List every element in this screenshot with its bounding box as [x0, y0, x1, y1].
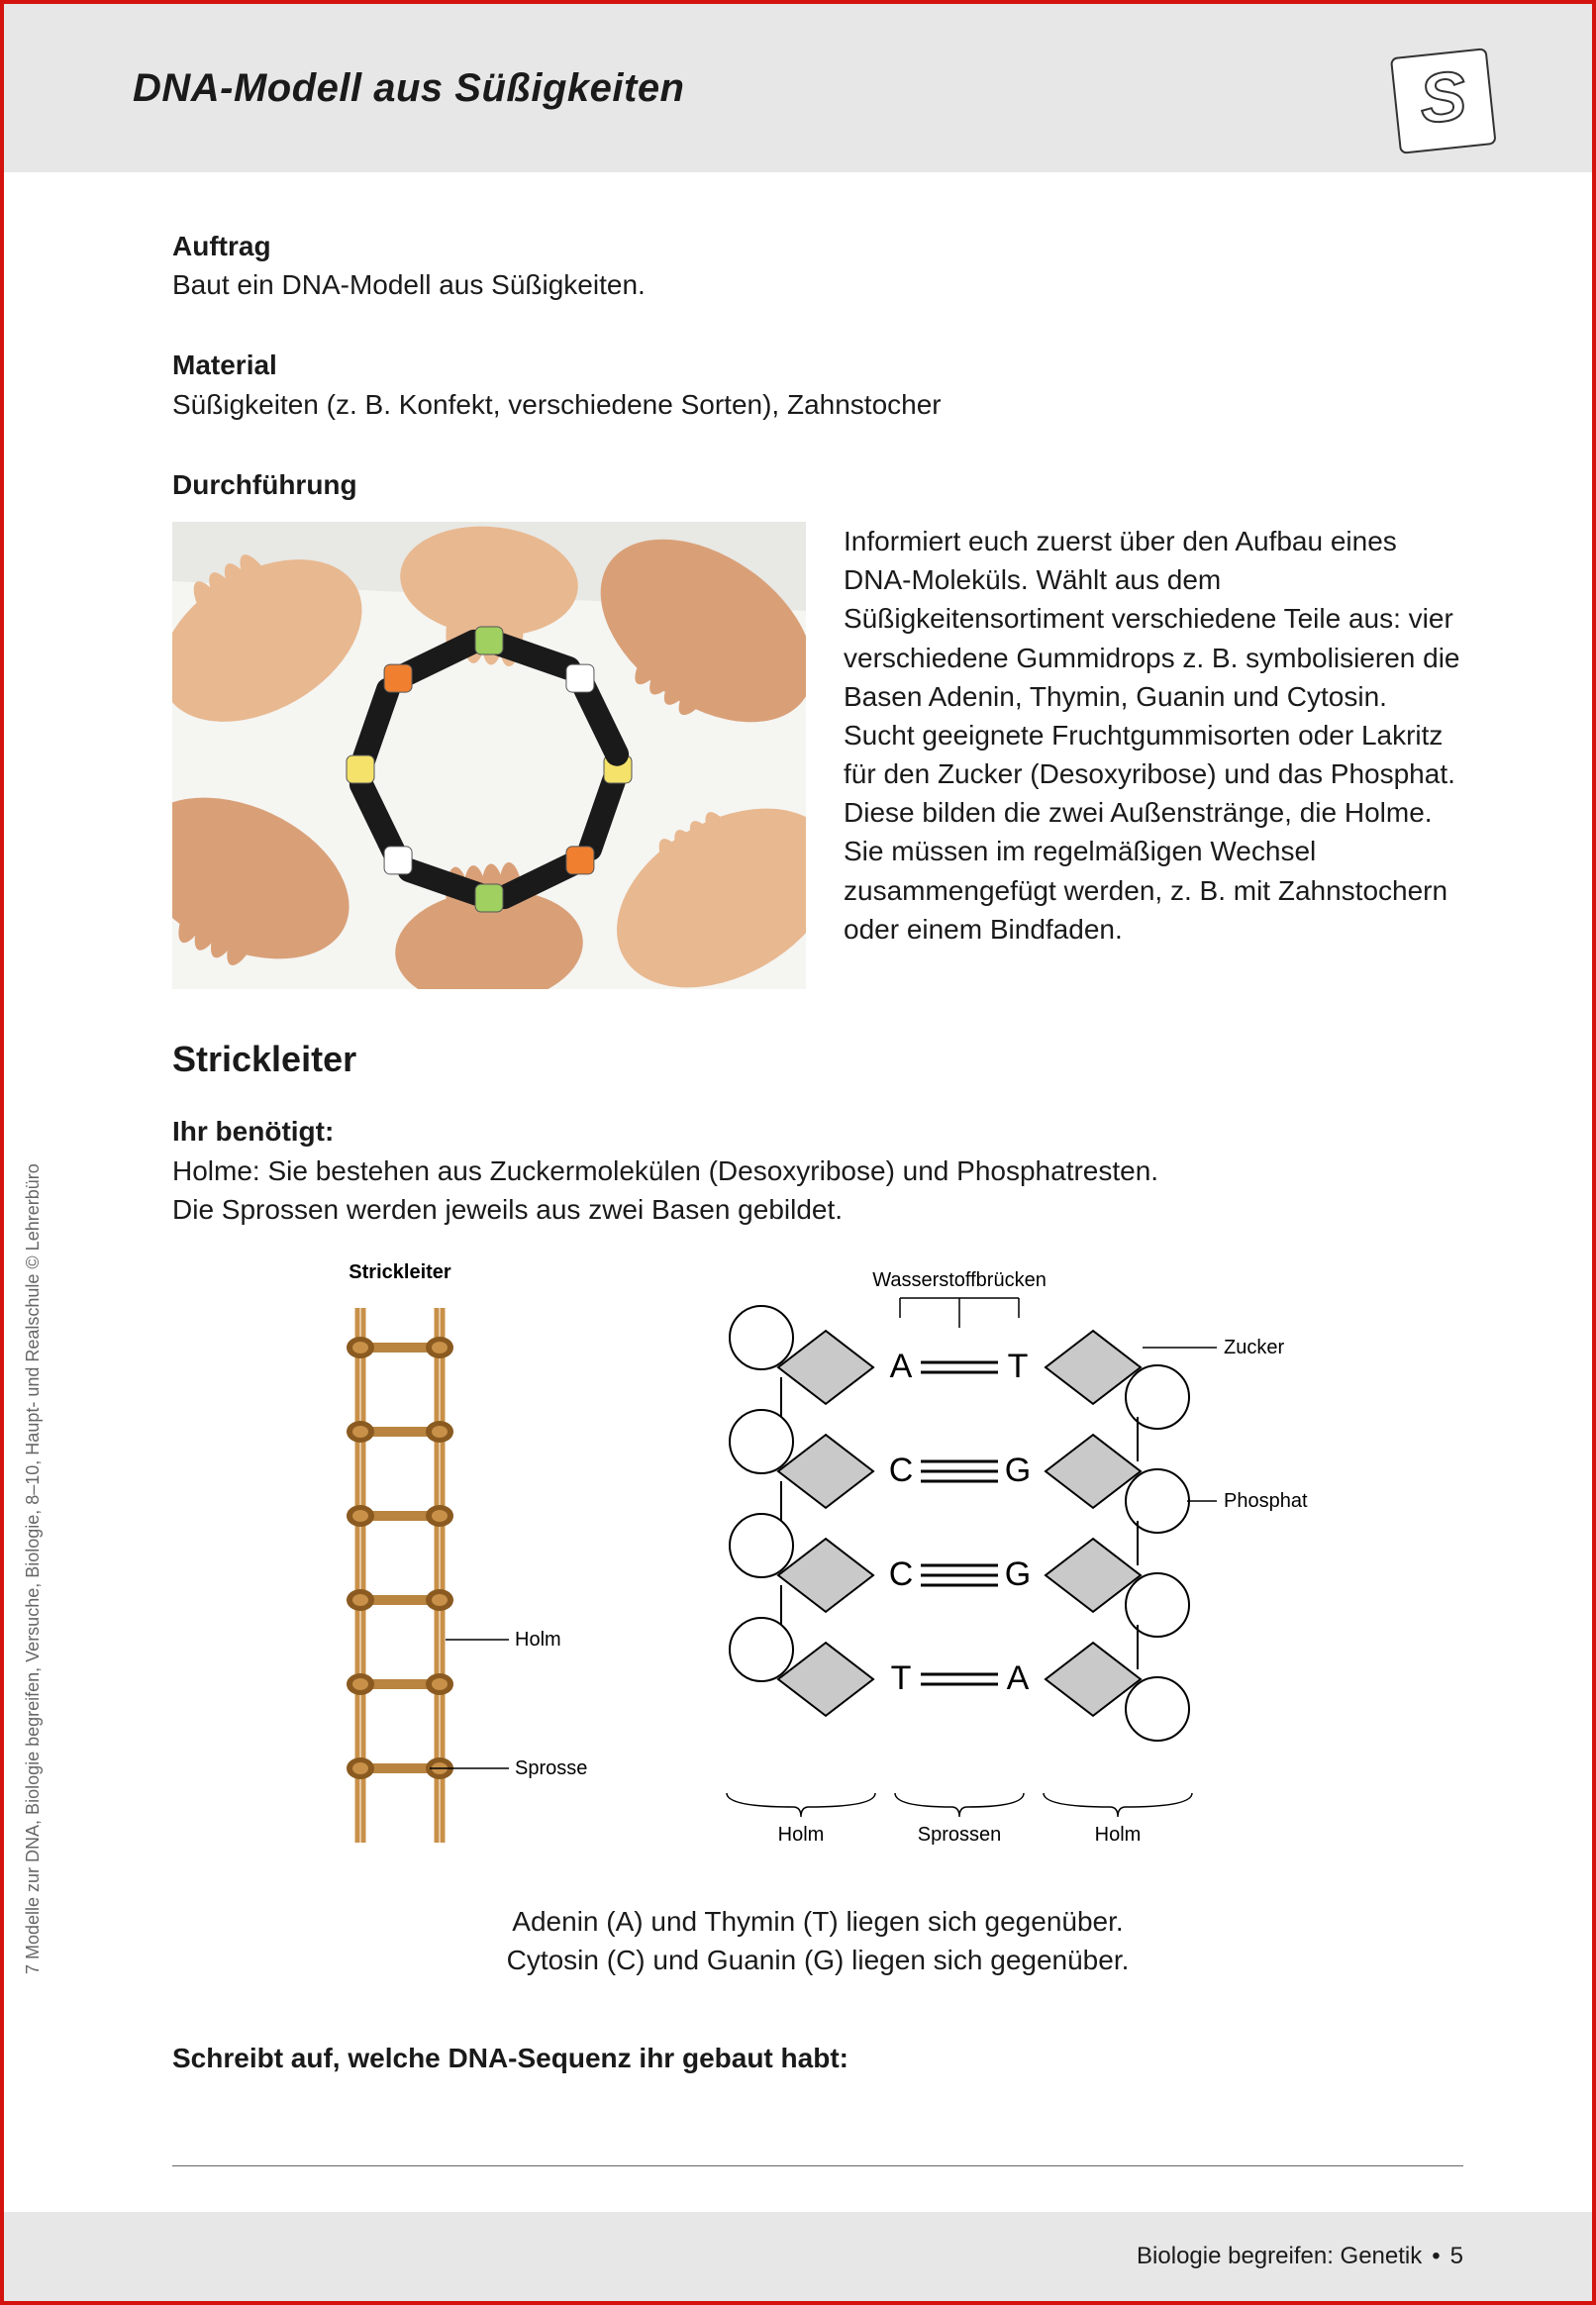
text-auftrag: Baut ein DNA-Modell aus Süßigkeiten.: [172, 265, 1463, 304]
svg-text:G: G: [1005, 1555, 1031, 1593]
diagram-dna: Wasserstoffbrücken A T C G C G T A Zucker Phosphat…: [677, 1258, 1311, 1872]
page: DNA-Modell aus Süßigkeiten S Auftrag Bau…: [0, 0, 1596, 2305]
photo-dna-candy: [172, 522, 806, 989]
text-material: Süßigkeiten (z. B. Konfekt, verschiedene…: [172, 385, 1463, 424]
svg-text:Strickleiter: Strickleiter: [349, 1261, 451, 1283]
heading-durchfuehrung: Durchführung: [172, 465, 1463, 504]
footer-dot: •: [1432, 2243, 1440, 2270]
svg-text:A: A: [1007, 1659, 1030, 1697]
footer-band: Biologie begreifen: Genetik • 5: [4, 2212, 1592, 2301]
heading-material: Material: [172, 346, 1463, 384]
diagram-ladder: Strickleiter Holm Sprosse: [291, 1258, 608, 1872]
svg-text:C: C: [889, 1452, 914, 1489]
text-durchfuehrung: Informiert euch zuerst über den Aufbau e…: [844, 522, 1463, 949]
svg-text:Holm: Holm: [1095, 1824, 1142, 1846]
heading-benoetig: Ihr benötigt:: [172, 1112, 1463, 1151]
svg-text:Phosphat: Phosphat: [1224, 1490, 1308, 1512]
footer-page: 5: [1450, 2243, 1463, 2270]
svg-text:Holm: Holm: [515, 1629, 561, 1651]
caption-line2: Cytosin (C) und Guanin (G) liegen sich g…: [172, 1941, 1463, 1979]
page-title: DNA-Modell aus Süßigkeiten: [133, 66, 685, 111]
svg-text:Sprosse: Sprosse: [515, 1757, 587, 1779]
svg-text:Sprossen: Sprossen: [918, 1824, 1002, 1846]
svg-text:G: G: [1005, 1452, 1031, 1489]
heading-write: Schreibt auf, welche DNA-Sequenz ihr geb…: [172, 2039, 1463, 2077]
stamp-badge: S: [1384, 44, 1503, 162]
caption-pairing: Adenin (A) und Thymin (T) liegen sich ge…: [172, 1902, 1463, 1979]
svg-text:Holm: Holm: [778, 1824, 825, 1846]
svg-text:T: T: [891, 1659, 912, 1697]
svg-text:Wasserstoffbrücken: Wasserstoffbrücken: [872, 1269, 1047, 1291]
answer-line[interactable]: [172, 2107, 1463, 2166]
svg-text:Zucker: Zucker: [1224, 1337, 1284, 1358]
svg-text:C: C: [889, 1555, 914, 1593]
heading-auftrag: Auftrag: [172, 227, 1463, 265]
text-need1: Holme: Sie bestehen aus Zuckermolekülen …: [172, 1152, 1463, 1190]
stamp-letter: S: [1416, 56, 1470, 138]
svg-text:T: T: [1008, 1348, 1029, 1385]
svg-text:A: A: [890, 1348, 913, 1385]
text-need2: Die Sprossen werden jeweils aus zwei Bas…: [172, 1190, 1463, 1229]
side-credit: 7 Modelle zur DNA, Biologie begreifen, V…: [23, 1163, 44, 1974]
header-band: DNA-Modell aus Süßigkeiten S: [4, 4, 1592, 172]
content: Auftrag Baut ein DNA-Modell aus Süßigkei…: [4, 172, 1592, 2166]
heading-strickleiter: Strickleiter: [172, 1035, 1463, 1084]
caption-line1: Adenin (A) und Thymin (T) liegen sich ge…: [172, 1902, 1463, 1941]
footer-book: Biologie begreifen: Genetik: [1137, 2243, 1422, 2270]
diagrams-row: Strickleiter Holm Sprosse Wasserstoffbrück…: [291, 1258, 1463, 1872]
